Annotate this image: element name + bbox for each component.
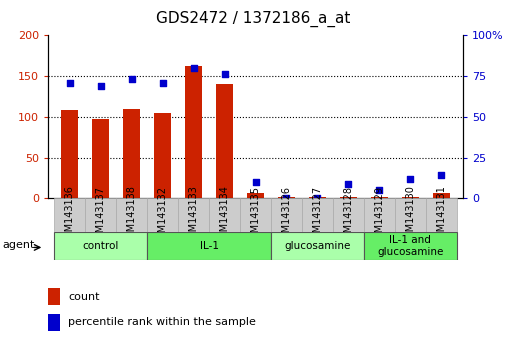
Point — [436, 173, 444, 178]
FancyBboxPatch shape — [116, 198, 147, 232]
Text: GSM143128: GSM143128 — [343, 185, 352, 245]
FancyBboxPatch shape — [394, 198, 425, 232]
FancyBboxPatch shape — [425, 198, 456, 232]
FancyBboxPatch shape — [363, 198, 394, 232]
FancyBboxPatch shape — [209, 198, 239, 232]
Point — [344, 181, 352, 187]
Point — [282, 195, 290, 201]
Point — [96, 83, 105, 89]
Text: percentile rank within the sample: percentile rank within the sample — [68, 318, 256, 327]
Text: GSM143136: GSM143136 — [65, 185, 75, 245]
Bar — [154, 113, 171, 198]
Point — [127, 76, 135, 82]
Bar — [123, 109, 140, 198]
Point — [158, 80, 166, 85]
FancyBboxPatch shape — [271, 198, 301, 232]
Text: GSM143130: GSM143130 — [405, 185, 415, 245]
Point — [375, 187, 383, 193]
FancyBboxPatch shape — [147, 198, 178, 232]
Text: GSM143131: GSM143131 — [435, 185, 445, 245]
Text: GSM143127: GSM143127 — [312, 185, 322, 245]
FancyBboxPatch shape — [271, 232, 363, 260]
Point — [189, 65, 197, 71]
Point — [251, 179, 259, 185]
Bar — [92, 119, 109, 198]
Bar — [216, 84, 233, 198]
Text: GSM143129: GSM143129 — [374, 185, 384, 245]
Text: GSM143134: GSM143134 — [219, 185, 229, 245]
Text: GSM143133: GSM143133 — [188, 185, 198, 245]
Text: control: control — [82, 241, 119, 251]
Bar — [432, 193, 449, 198]
Bar — [339, 196, 356, 198]
Bar — [185, 65, 201, 198]
Bar — [370, 196, 387, 198]
Text: agent: agent — [3, 240, 35, 250]
Text: GSM143137: GSM143137 — [95, 185, 106, 245]
Text: glucosamine: glucosamine — [284, 241, 350, 251]
Text: count: count — [68, 291, 99, 302]
Text: IL-1: IL-1 — [199, 241, 218, 251]
Text: GSM143132: GSM143132 — [158, 185, 167, 245]
FancyBboxPatch shape — [363, 232, 456, 260]
FancyBboxPatch shape — [54, 232, 147, 260]
Text: GDS2472 / 1372186_a_at: GDS2472 / 1372186_a_at — [156, 11, 349, 27]
Point — [313, 195, 321, 201]
Text: IL-1 and
glucosamine: IL-1 and glucosamine — [376, 235, 443, 257]
FancyBboxPatch shape — [239, 198, 271, 232]
FancyBboxPatch shape — [332, 198, 363, 232]
Bar — [61, 110, 78, 198]
Text: GSM143135: GSM143135 — [250, 185, 260, 245]
Bar — [246, 193, 264, 198]
Point — [66, 80, 74, 85]
Text: GSM143138: GSM143138 — [126, 185, 136, 245]
Bar — [48, 314, 60, 331]
Point — [406, 176, 414, 182]
Bar — [48, 288, 60, 305]
FancyBboxPatch shape — [85, 198, 116, 232]
FancyBboxPatch shape — [178, 198, 209, 232]
Text: GSM143126: GSM143126 — [281, 185, 291, 245]
Point — [220, 72, 228, 77]
FancyBboxPatch shape — [147, 232, 271, 260]
FancyBboxPatch shape — [54, 198, 85, 232]
FancyBboxPatch shape — [301, 198, 332, 232]
